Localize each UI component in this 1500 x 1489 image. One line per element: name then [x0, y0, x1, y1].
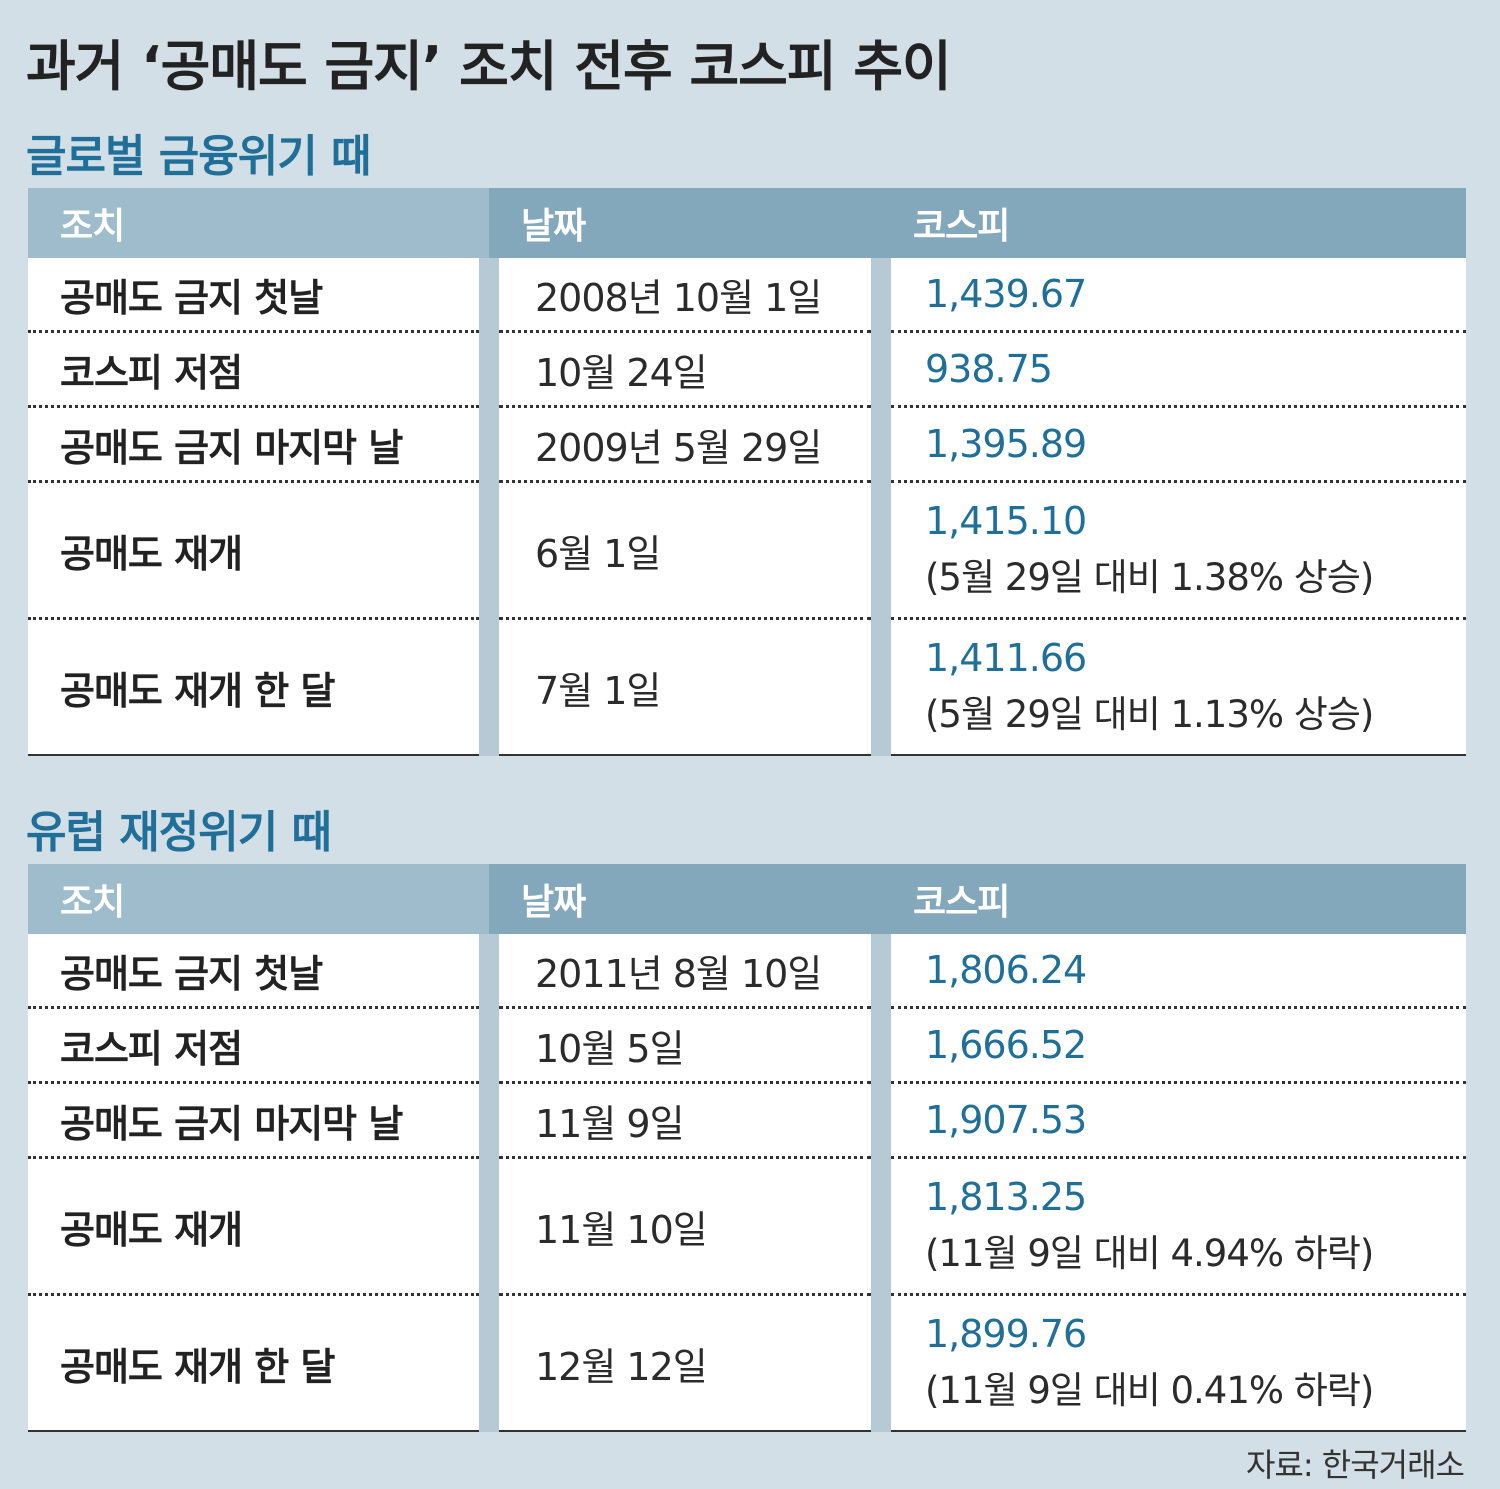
section-title-euro-crisis: 유럽 재정위기 때: [26, 807, 332, 858]
header-kospi: 코스피: [881, 864, 1466, 934]
kospi-cell: 1,439.67: [871, 258, 1466, 333]
kospi-value: 1,813.25: [925, 1175, 1087, 1219]
date-cell: 10월 5일: [479, 1007, 881, 1084]
action-cell: 공매도 재개: [28, 481, 489, 620]
table-row: 공매도 재개 한 달 7월 1일 1,411.66 (5월 29일 대비 1.1…: [28, 618, 1466, 756]
table-financial-crisis: 조치 날짜 코스피 공매도 금지 첫날 2008년 10월 1일 1,439.6…: [28, 188, 1466, 756]
action-cell: 공매도 재개: [28, 1157, 489, 1296]
header-date: 날짜: [489, 188, 881, 258]
kospi-value: 1,439.67: [925, 272, 1087, 316]
kospi-cell: 1,666.52: [871, 1007, 1466, 1084]
source-credit: 자료: 한국거래소: [1245, 1446, 1465, 1484]
date-cell: 11월 10일: [479, 1157, 881, 1296]
kospi-value: 1,666.52: [925, 1023, 1087, 1067]
kospi-cell: 1,411.66 (5월 29일 대비 1.13% 상승): [871, 618, 1466, 756]
action-cell: 코스피 저점: [28, 1007, 489, 1084]
kospi-value: 1,899.76: [925, 1312, 1087, 1356]
table-row: 공매도 금지 첫날 2011년 8월 10일 1,806.24: [28, 934, 1466, 1009]
kospi-value: 1,415.10: [925, 499, 1087, 543]
date-cell: 2008년 10월 1일: [479, 258, 881, 333]
kospi-value: 938.75: [925, 347, 1053, 391]
table-euro-crisis: 조치 날짜 코스피 공매도 금지 첫날 2011년 8월 10일 1,806.2…: [28, 864, 1466, 1432]
kospi-cell: 1,899.76 (11월 9일 대비 0.41% 하락): [871, 1294, 1466, 1432]
table-row: 공매도 재개 11월 10일 1,813.25 (11월 9일 대비 4.94%…: [28, 1157, 1466, 1296]
header-date: 날짜: [489, 864, 881, 934]
table-row: 공매도 금지 마지막 날 2009년 5월 29일 1,395.89: [28, 406, 1466, 483]
table-row: 공매도 금지 마지막 날 11월 9일 1,907.53: [28, 1082, 1466, 1159]
kospi-cell: 1,806.24: [871, 934, 1466, 1009]
page-title: 과거 ‘공매도 금지’ 조치 전후 코스피 추이: [26, 35, 952, 98]
action-cell: 공매도 금지 마지막 날: [28, 406, 489, 483]
kospi-cell: 938.75: [871, 331, 1466, 408]
kospi-cell: 1,907.53: [871, 1082, 1466, 1159]
change-note: (11월 9일 대비 4.94% 하락): [925, 1232, 1374, 1275]
kospi-value: 1,907.53: [925, 1098, 1087, 1142]
table-row: 코스피 저점 10월 5일 1,666.52: [28, 1007, 1466, 1084]
date-cell: 6월 1일: [479, 481, 881, 620]
action-cell: 공매도 재개 한 달: [28, 618, 489, 756]
header-action: 조치: [28, 188, 489, 258]
action-cell: 공매도 금지 마지막 날: [28, 1082, 489, 1159]
date-cell: 2009년 5월 29일: [479, 406, 881, 483]
date-cell: 2011년 8월 10일: [479, 934, 881, 1009]
date-cell: 12월 12일: [479, 1294, 881, 1432]
kospi-value: 1,411.66: [925, 636, 1087, 680]
action-cell: 코스피 저점: [28, 331, 489, 408]
kospi-cell: 1,395.89: [871, 406, 1466, 483]
kospi-cell: 1,813.25 (11월 9일 대비 4.94% 하락): [871, 1157, 1466, 1296]
kospi-value: 1,806.24: [925, 948, 1087, 992]
date-cell: 11월 9일: [479, 1082, 881, 1159]
header-kospi: 코스피: [881, 188, 1466, 258]
change-note: (5월 29일 대비 1.38% 상승): [925, 556, 1374, 599]
table-row: 공매도 금지 첫날 2008년 10월 1일 1,439.67: [28, 258, 1466, 333]
table-row: 공매도 재개 6월 1일 1,415.10 (5월 29일 대비 1.38% 상…: [28, 481, 1466, 620]
date-cell: 7월 1일: [479, 618, 881, 756]
header-action: 조치: [28, 864, 489, 934]
table-row: 코스피 저점 10월 24일 938.75: [28, 331, 1466, 408]
change-note: (11월 9일 대비 0.41% 하락): [925, 1369, 1374, 1412]
table-row: 공매도 재개 한 달 12월 12일 1,899.76 (11월 9일 대비 0…: [28, 1294, 1466, 1432]
change-note: (5월 29일 대비 1.13% 상승): [925, 693, 1374, 736]
action-cell: 공매도 재개 한 달: [28, 1294, 489, 1432]
kospi-value: 1,395.89: [925, 422, 1087, 466]
kospi-cell: 1,415.10 (5월 29일 대비 1.38% 상승): [871, 481, 1466, 620]
date-cell: 10월 24일: [479, 331, 881, 408]
action-cell: 공매도 금지 첫날: [28, 934, 489, 1009]
section-title-financial-crisis: 글로벌 금융위기 때: [26, 131, 371, 182]
action-cell: 공매도 금지 첫날: [28, 258, 489, 333]
